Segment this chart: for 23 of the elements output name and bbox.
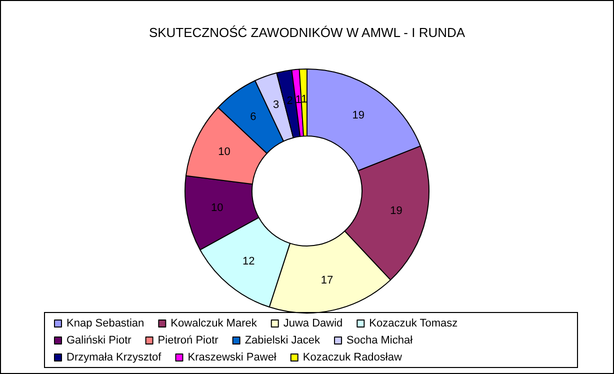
legend-label: Kraszewski Paweł: [188, 352, 277, 364]
legend-label: Drzymała Krzysztof: [66, 352, 162, 364]
legend-label: Kozaczuk Radosław: [302, 352, 402, 364]
data-label: 3: [272, 98, 280, 111]
data-label: 10: [218, 146, 230, 158]
data-label: 19: [352, 109, 365, 122]
legend-label: Socha Michał: [346, 334, 414, 346]
legend-label: Kozaczuk Tomasz: [369, 318, 458, 330]
data-label: 1: [295, 94, 302, 106]
data-label: 17: [320, 274, 334, 286]
data-label: 19: [390, 204, 402, 217]
data-label: 6: [250, 110, 256, 123]
data-label: 10: [210, 202, 224, 214]
chart-title: SKUTECZNOŚĆ ZAWODNIKÓW W AMWL - I RUNDA: [148, 25, 466, 40]
legend-label: Galiński Piotr: [66, 334, 132, 346]
legend-label: Juwa Dawid: [283, 318, 343, 330]
legend-label: Kowalczuk Marek: [170, 318, 258, 330]
legend-label: Zabielski Jacek: [244, 334, 321, 346]
data-label: 2: [286, 95, 293, 108]
data-label: 12: [242, 256, 255, 268]
legend-label: Knap Sebastian: [66, 318, 144, 330]
data-label: 1: [301, 94, 308, 106]
legend-label: Pietroń Piotr: [158, 334, 219, 346]
